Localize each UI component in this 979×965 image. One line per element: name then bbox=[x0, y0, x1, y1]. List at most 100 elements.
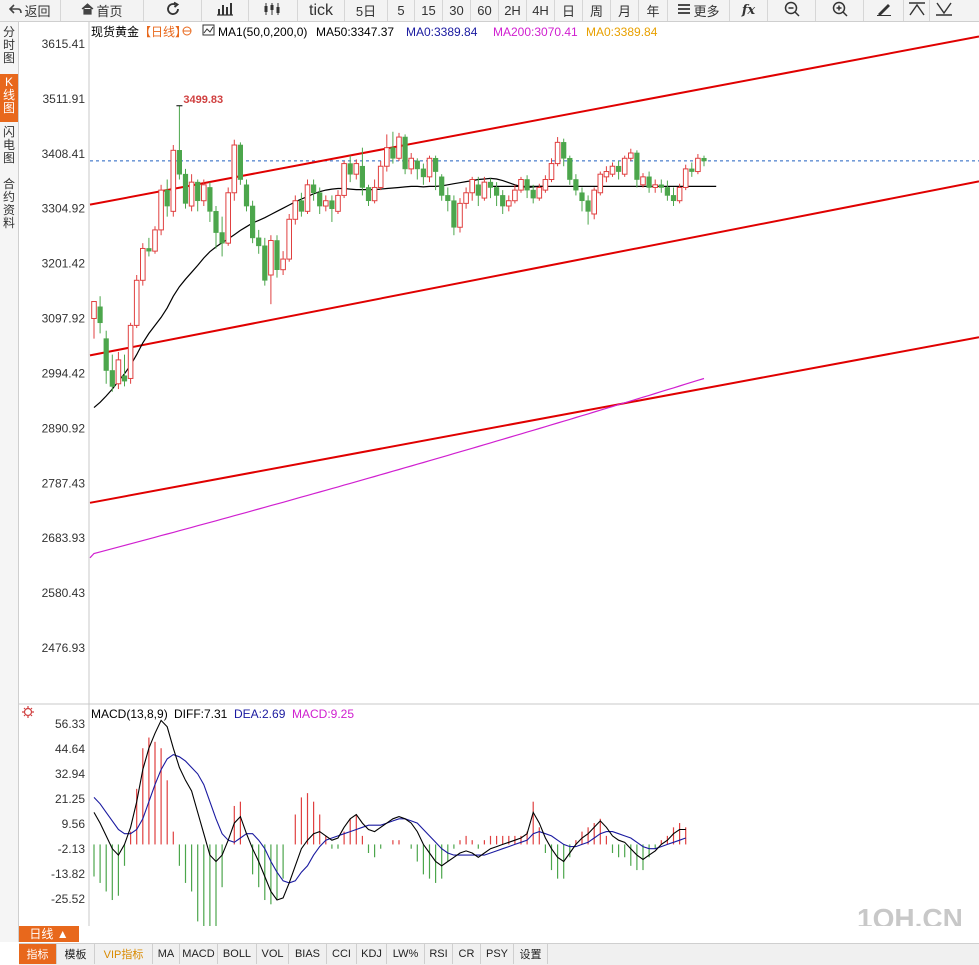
candle-body bbox=[646, 176, 652, 188]
bar-chart-icon bbox=[216, 2, 234, 19]
refresh-button[interactable] bbox=[144, 0, 202, 21]
candle-body bbox=[493, 187, 500, 196]
candle bbox=[414, 158, 420, 180]
tick-button[interactable]: tick bbox=[298, 0, 345, 21]
period-month-button[interactable]: 月 bbox=[611, 0, 639, 21]
tab-ma[interactable]: MA bbox=[153, 944, 180, 964]
tab-boll[interactable]: BOLL bbox=[218, 944, 257, 964]
period-5min-button[interactable]: 5 bbox=[388, 0, 415, 21]
period-label: 60 bbox=[477, 3, 492, 18]
candle-body bbox=[396, 136, 402, 159]
tab-vip-indicators[interactable]: VIP指标 bbox=[95, 944, 153, 964]
candle bbox=[579, 187, 585, 212]
candle-body bbox=[274, 240, 280, 270]
candle bbox=[170, 145, 177, 217]
period-week-button[interactable]: 周 bbox=[583, 0, 611, 21]
period-year-button[interactable]: 年 bbox=[639, 0, 668, 21]
candle-body bbox=[195, 181, 201, 202]
candle bbox=[103, 330, 109, 384]
candle-body bbox=[664, 187, 670, 196]
candle-body bbox=[408, 157, 414, 170]
candle bbox=[432, 155, 439, 191]
back-button[interactable]: 返回 bbox=[0, 0, 61, 21]
tab-macd[interactable]: MACD bbox=[180, 944, 218, 964]
macd-settings-icon[interactable] bbox=[22, 706, 34, 718]
tick-label: tick bbox=[309, 1, 333, 19]
period-2h-button[interactable]: 2H bbox=[499, 0, 527, 21]
expand-button[interactable] bbox=[930, 0, 958, 21]
tab-psy[interactable]: PSY bbox=[481, 944, 514, 964]
period-4h-button[interactable]: 4H bbox=[527, 0, 555, 21]
tab-bias[interactable]: BIAS bbox=[289, 944, 327, 964]
collapse-button[interactable] bbox=[904, 0, 930, 21]
symbol-name: 现货黄金 bbox=[91, 24, 139, 39]
home-button[interactable]: 首页 bbox=[61, 0, 144, 21]
period-day-button[interactable]: 日 bbox=[555, 0, 583, 21]
tab-templates[interactable]: 模板 bbox=[57, 944, 95, 964]
tab-vol[interactable]: VOL bbox=[257, 944, 289, 964]
candle-body bbox=[518, 179, 524, 191]
candle bbox=[250, 200, 256, 244]
candle bbox=[396, 132, 402, 161]
period-30min-button[interactable]: 30 bbox=[443, 0, 471, 21]
candle-body bbox=[371, 186, 378, 202]
price-tick-label: 2683.93 bbox=[42, 531, 86, 545]
candle bbox=[554, 137, 561, 167]
macd-tick-label: 9.56 bbox=[62, 817, 86, 831]
tab-kline[interactable]: K线图 bbox=[0, 74, 18, 122]
tab-indicators[interactable]: 指标 bbox=[19, 944, 57, 964]
triangle-down-icon bbox=[935, 2, 953, 19]
candle bbox=[573, 174, 579, 196]
candle-body bbox=[140, 247, 146, 281]
tab-cr[interactable]: CR bbox=[453, 944, 481, 964]
macd-tick-label: 56.33 bbox=[55, 717, 85, 731]
candle bbox=[115, 351, 122, 390]
macd-tick-label: -25.52 bbox=[51, 892, 85, 906]
candle bbox=[280, 251, 286, 275]
tab-rsi[interactable]: RSI bbox=[425, 944, 453, 964]
tab-kdj[interactable]: KDJ bbox=[357, 944, 387, 964]
candle bbox=[195, 179, 201, 212]
candle-body bbox=[182, 173, 189, 204]
tab-lw[interactable]: LW% bbox=[387, 944, 425, 964]
tab-intraday[interactable]: 分时图 bbox=[0, 24, 18, 72]
period-indicator[interactable]: 日线 ▲ bbox=[19, 926, 79, 942]
candle bbox=[274, 235, 280, 278]
more-button[interactable]: 更多 bbox=[668, 0, 730, 21]
candle-body bbox=[133, 279, 140, 326]
trendline-1 bbox=[89, 35, 979, 206]
candle bbox=[91, 301, 97, 339]
tab-settings[interactable]: 设置 bbox=[514, 944, 548, 964]
candle-body bbox=[298, 200, 305, 212]
period-5day-button[interactable]: 5日 bbox=[345, 0, 388, 21]
price-tick-label: 2787.43 bbox=[42, 476, 86, 490]
candle-body bbox=[97, 306, 103, 324]
period-60min-button[interactable]: 60 bbox=[471, 0, 499, 21]
candle-body bbox=[530, 189, 536, 199]
ma200-line bbox=[89, 377, 705, 559]
bar-chart-button[interactable] bbox=[202, 0, 249, 21]
period-15min-button[interactable]: 15 bbox=[415, 0, 443, 21]
candle-body bbox=[487, 181, 494, 188]
settings-icon[interactable] bbox=[182, 26, 192, 36]
price-tick-label: 3511.91 bbox=[43, 92, 86, 106]
zoom-in-button[interactable] bbox=[816, 0, 864, 21]
price-tick-label: 3097.92 bbox=[42, 312, 86, 326]
zoom-out-button[interactable] bbox=[768, 0, 816, 21]
draw-button[interactable] bbox=[864, 0, 904, 21]
tab-contract-info[interactable]: 合约资料 bbox=[0, 176, 18, 236]
formula-button[interactable]: fx bbox=[730, 0, 768, 21]
tab-flash[interactable]: 闪电图 bbox=[0, 124, 18, 172]
candle bbox=[384, 134, 390, 172]
candle bbox=[689, 162, 695, 177]
candle bbox=[518, 176, 524, 193]
candle bbox=[603, 166, 610, 183]
kline-chart[interactable]: 3615.41 3511.91 3408.41 3304.92 3201.42 3097.… bbox=[19, 22, 979, 926]
candle-body bbox=[286, 218, 292, 260]
indicator-tab-bar: 指标 模板 VIP指标 MA MACD BOLL VOL BIAS CCI KD… bbox=[19, 943, 979, 965]
ma0-value-2: MA0:3389.84 bbox=[586, 25, 658, 39]
candle bbox=[402, 134, 408, 175]
period-label: 4H bbox=[532, 3, 549, 18]
candlestick-button[interactable] bbox=[249, 0, 298, 21]
tab-cci[interactable]: CCI bbox=[327, 944, 357, 964]
